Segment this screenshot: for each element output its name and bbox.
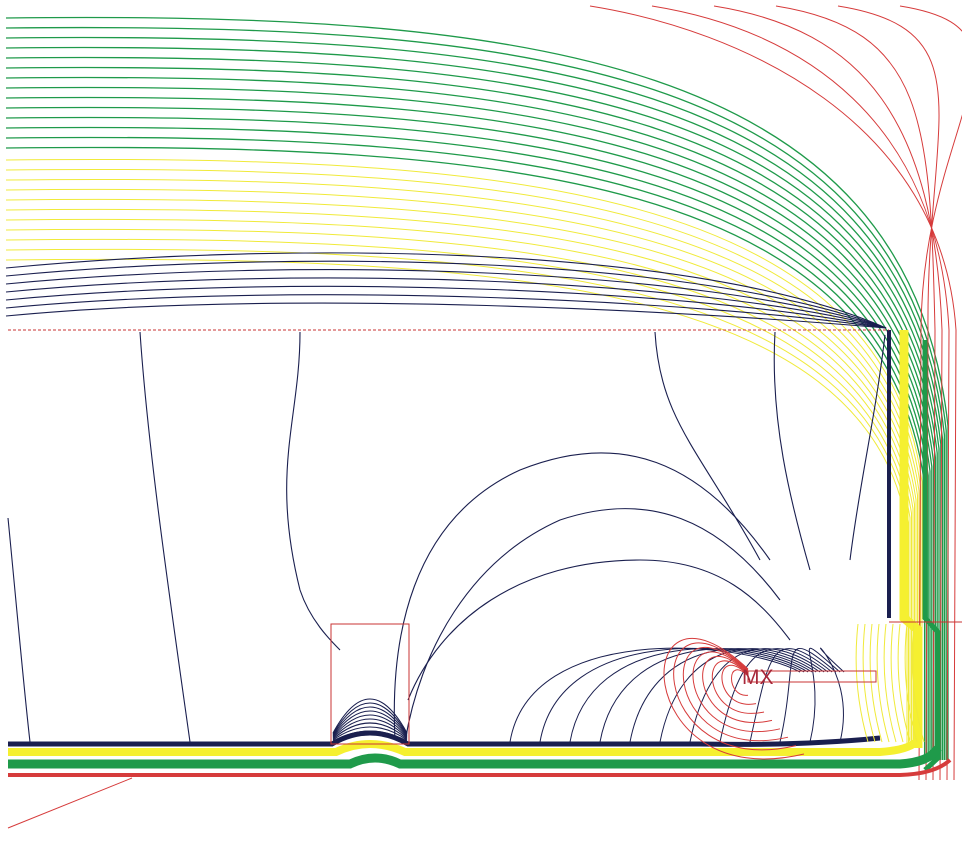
dipole-line-yellow bbox=[904, 623, 918, 743]
field-line-navy bbox=[5, 277, 887, 329]
dipole-line-red bbox=[731, 669, 749, 696]
probe-line bbox=[332, 706, 408, 736]
field-line-navy bbox=[5, 260, 887, 329]
mx-label: MX bbox=[742, 666, 774, 689]
dipole-line-navy bbox=[808, 647, 841, 743]
probe-line bbox=[332, 722, 408, 740]
field-line-red bbox=[589, 5, 957, 781]
bottom-band-yellow bbox=[8, 737, 922, 756]
probe-line bbox=[332, 726, 408, 741]
inner-line bbox=[7, 517, 31, 743]
conductor-walls bbox=[887, 330, 941, 772]
dipole-line-yellow bbox=[897, 623, 911, 743]
dipole-line-navy bbox=[719, 648, 829, 743]
field-line-green bbox=[5, 56, 942, 760]
field-line-navy bbox=[5, 294, 887, 329]
dipole-line-yellow bbox=[911, 623, 925, 743]
field-line-green bbox=[5, 126, 929, 760]
probe-line bbox=[332, 714, 408, 738]
dipole-line-yellow bbox=[862, 623, 876, 743]
field-line-red bbox=[837, 5, 940, 781]
outer-field-lines-yellow bbox=[5, 158, 923, 745]
dipole-line-navy bbox=[599, 648, 813, 743]
field-line-yellow bbox=[5, 248, 909, 745]
inner-line bbox=[773, 331, 811, 571]
dipole-line-yellow bbox=[855, 623, 869, 743]
dipole-line-navy bbox=[689, 648, 825, 743]
field-line-red bbox=[713, 5, 943, 781]
geometry-outlines bbox=[7, 329, 962, 829]
field-line-red bbox=[775, 5, 936, 781]
outer-field-lines-green bbox=[5, 16, 949, 760]
dipole-line-navy bbox=[539, 647, 805, 743]
dipole-line-yellow bbox=[890, 623, 904, 743]
outer-field-lines-red bbox=[589, 5, 962, 781]
field-line-navy bbox=[5, 252, 887, 329]
dipole-line-yellow bbox=[883, 623, 897, 743]
probe-line bbox=[332, 734, 408, 743]
dipole-line-red bbox=[702, 656, 773, 723]
probe-line bbox=[332, 730, 408, 742]
field-line-green bbox=[5, 146, 926, 760]
dipole-line-navy bbox=[820, 647, 845, 743]
field-line-green bbox=[5, 16, 949, 760]
field-line-red bbox=[651, 5, 950, 781]
dipole-line-red bbox=[711, 660, 765, 714]
dipole-line-navy bbox=[749, 648, 833, 743]
field-line-navy bbox=[5, 285, 887, 329]
dipole-line-red bbox=[673, 642, 797, 751]
dipole-line-navy bbox=[569, 648, 809, 743]
field-line-yellow bbox=[5, 218, 914, 745]
lower-diagonal-line bbox=[7, 777, 133, 829]
right-wall-green bbox=[922, 340, 941, 772]
bottom-band-green bbox=[8, 745, 942, 769]
dipole-line-red bbox=[682, 647, 789, 742]
field-line-yellow bbox=[5, 208, 915, 745]
dipole-line-red bbox=[663, 637, 805, 760]
bottom-field-bands bbox=[8, 730, 952, 777]
mx-bar bbox=[747, 670, 877, 683]
bottom-band-red bbox=[8, 758, 952, 777]
dipole-line-red bbox=[692, 651, 781, 732]
probe-line bbox=[393, 452, 771, 741]
field-line-yellow bbox=[5, 238, 911, 745]
field-line-green bbox=[5, 36, 946, 760]
field-line-yellow bbox=[5, 198, 917, 745]
dipole-line-navy bbox=[509, 647, 801, 743]
field-line-navy bbox=[5, 269, 887, 329]
field-line-yellow bbox=[5, 228, 912, 745]
inner-line bbox=[654, 331, 761, 561]
mx-dipole-lines bbox=[509, 623, 925, 760]
field-line-yellow bbox=[5, 158, 923, 745]
bottom-band-navy bbox=[8, 730, 881, 747]
dipole-line-yellow bbox=[869, 623, 883, 743]
inner-line bbox=[849, 334, 886, 561]
probe-line bbox=[332, 702, 408, 735]
field-line-green bbox=[5, 136, 928, 760]
right-wall-yellow bbox=[899, 330, 923, 748]
probe-line bbox=[332, 710, 408, 737]
field-line-green bbox=[5, 46, 944, 760]
field-line-green bbox=[5, 26, 947, 760]
outer-field-lines-navy bbox=[5, 252, 887, 329]
dipole-line-red bbox=[721, 665, 757, 705]
inner-line bbox=[286, 331, 341, 651]
dipole-line-navy bbox=[779, 647, 837, 743]
probe-line bbox=[332, 698, 408, 734]
probe-box bbox=[330, 623, 410, 745]
field-line-red bbox=[899, 5, 962, 781]
probe-line bbox=[332, 718, 408, 739]
inner-line bbox=[139, 331, 191, 743]
field-line-navy bbox=[5, 302, 887, 329]
probe-field-lines bbox=[332, 452, 791, 743]
dipole-line-yellow bbox=[876, 623, 890, 743]
inner-region-lines bbox=[7, 331, 886, 743]
probe-line bbox=[404, 508, 781, 743]
field-line-yellow bbox=[5, 258, 908, 745]
probe-line bbox=[407, 559, 791, 701]
